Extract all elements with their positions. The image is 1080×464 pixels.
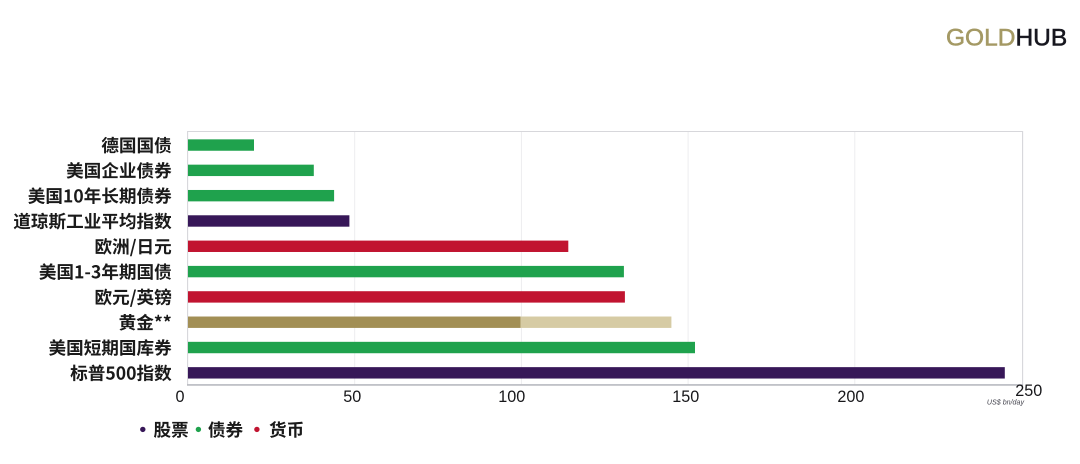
svg-text:250: 250 bbox=[1015, 382, 1042, 400]
svg-text:150: 150 bbox=[672, 388, 699, 406]
svg-text:US$ bn/day: US$ bn/day bbox=[987, 398, 1025, 406]
svg-text:GOLDHUB: GOLDHUB bbox=[946, 25, 1067, 52]
svg-text:50: 50 bbox=[343, 388, 361, 406]
svg-text:200: 200 bbox=[837, 388, 864, 406]
svg-text:100: 100 bbox=[498, 388, 525, 406]
svg-text:0: 0 bbox=[175, 388, 184, 406]
